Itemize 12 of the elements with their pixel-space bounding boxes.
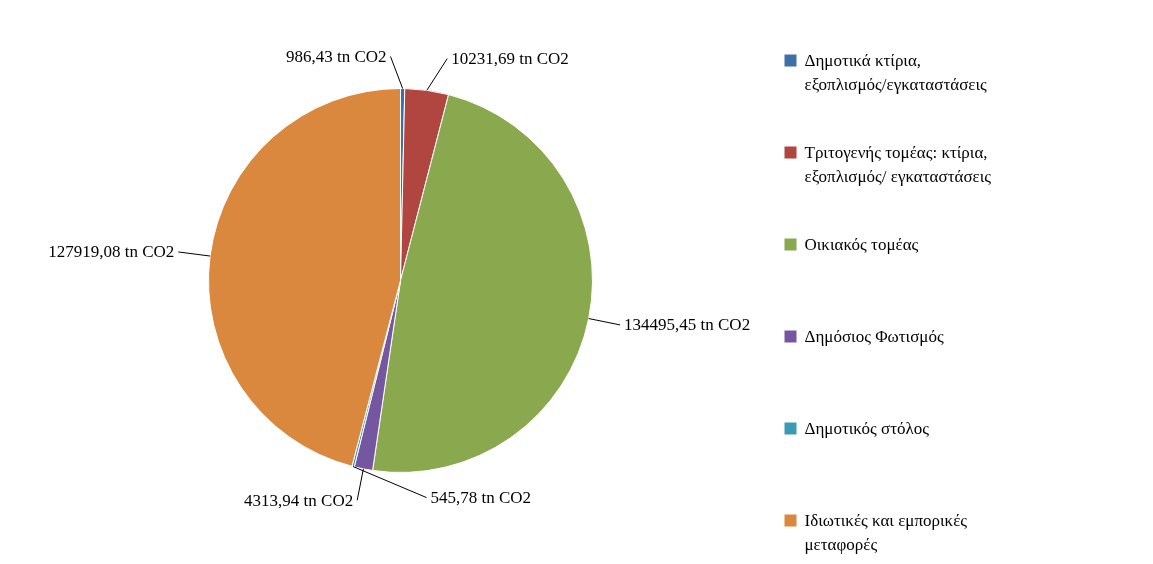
- legend-label: Ιδιωτικές και εμπορικές μεταφορές: [804, 510, 968, 555]
- legend-label: Τριτογενής τομέας: κτίρια, εξοπλισμός/ εγκαταστάσεις: [804, 142, 992, 187]
- data-label: 4313,94 tn CO2: [244, 490, 354, 510]
- data-label: 10231,69 tn CO2: [451, 49, 569, 69]
- data-label: 127919,08 tn CO2: [48, 242, 175, 262]
- legend-label: Δημόσιος Φωτισμός: [804, 326, 944, 346]
- legend-label: Δημοτικός στόλος: [804, 418, 930, 438]
- legend-label: Δημοτικά κτίρια, εξοπλισμός/εγκαταστάσεις: [804, 50, 987, 95]
- legend-label: Οικιακός τομέας: [804, 234, 919, 254]
- data-label: 134495,45 tn CO2: [624, 315, 751, 335]
- data-label: 545,78 tn CO2: [430, 488, 532, 508]
- data-label: 986,43 tn CO2: [285, 47, 387, 67]
